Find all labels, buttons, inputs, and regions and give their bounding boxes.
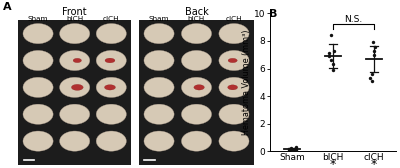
Ellipse shape: [182, 50, 212, 71]
Point: [286, 148, 292, 151]
Text: Front: Front: [62, 7, 87, 17]
Ellipse shape: [194, 85, 204, 90]
Ellipse shape: [23, 131, 53, 151]
Point: [291, 147, 297, 150]
Text: A: A: [3, 2, 11, 12]
Point: [371, 49, 378, 52]
Point: [288, 147, 294, 150]
Ellipse shape: [219, 131, 249, 151]
FancyBboxPatch shape: [139, 20, 254, 165]
Point: [368, 73, 375, 75]
Ellipse shape: [23, 24, 53, 44]
Text: bICH: bICH: [188, 16, 205, 22]
Ellipse shape: [182, 77, 212, 97]
Text: cICH: cICH: [103, 16, 120, 22]
Ellipse shape: [71, 84, 83, 90]
Ellipse shape: [144, 77, 174, 97]
Text: Sham: Sham: [149, 16, 169, 22]
Point: [292, 148, 299, 151]
Ellipse shape: [144, 131, 174, 151]
Ellipse shape: [219, 24, 249, 44]
Ellipse shape: [182, 104, 212, 124]
Ellipse shape: [96, 24, 126, 44]
Ellipse shape: [73, 58, 82, 63]
Ellipse shape: [182, 24, 212, 44]
Ellipse shape: [228, 58, 237, 63]
Point: [371, 53, 377, 56]
Text: *: *: [370, 158, 377, 168]
Point: [330, 69, 336, 71]
Text: Back: Back: [185, 7, 208, 17]
Ellipse shape: [96, 131, 126, 151]
Ellipse shape: [105, 58, 115, 63]
Point: [290, 149, 296, 151]
Ellipse shape: [96, 77, 126, 97]
Ellipse shape: [96, 50, 126, 71]
Ellipse shape: [60, 104, 90, 124]
Ellipse shape: [219, 50, 249, 71]
Point: [329, 63, 336, 66]
Ellipse shape: [60, 24, 90, 44]
Ellipse shape: [60, 50, 90, 71]
Ellipse shape: [23, 77, 53, 97]
Ellipse shape: [144, 104, 174, 124]
Point: [369, 80, 375, 82]
Point: [289, 149, 296, 151]
Point: [326, 55, 332, 57]
Text: bICH: bICH: [66, 16, 83, 22]
Ellipse shape: [96, 104, 126, 124]
Point: [326, 52, 332, 55]
Ellipse shape: [182, 131, 212, 151]
Text: *: *: [330, 158, 336, 168]
Text: B: B: [269, 9, 277, 19]
Ellipse shape: [23, 50, 53, 71]
Ellipse shape: [23, 104, 53, 124]
Point: [328, 59, 334, 62]
Ellipse shape: [219, 104, 249, 124]
FancyBboxPatch shape: [18, 20, 131, 165]
Point: [331, 49, 338, 52]
Text: N.S.: N.S.: [344, 15, 362, 24]
Ellipse shape: [60, 77, 90, 97]
Ellipse shape: [104, 85, 116, 90]
Point: [370, 41, 376, 44]
Ellipse shape: [144, 50, 174, 71]
Point: [366, 77, 373, 79]
Ellipse shape: [144, 24, 174, 44]
Y-axis label: Hematoma Volume (mm³): Hematoma Volume (mm³): [242, 30, 251, 135]
Text: Sham: Sham: [28, 16, 48, 22]
Ellipse shape: [60, 131, 90, 151]
Point: [292, 146, 299, 149]
Ellipse shape: [228, 85, 238, 90]
Point: [372, 45, 378, 48]
Text: cICH: cICH: [226, 16, 242, 22]
Ellipse shape: [219, 77, 249, 97]
Point: [328, 34, 334, 37]
